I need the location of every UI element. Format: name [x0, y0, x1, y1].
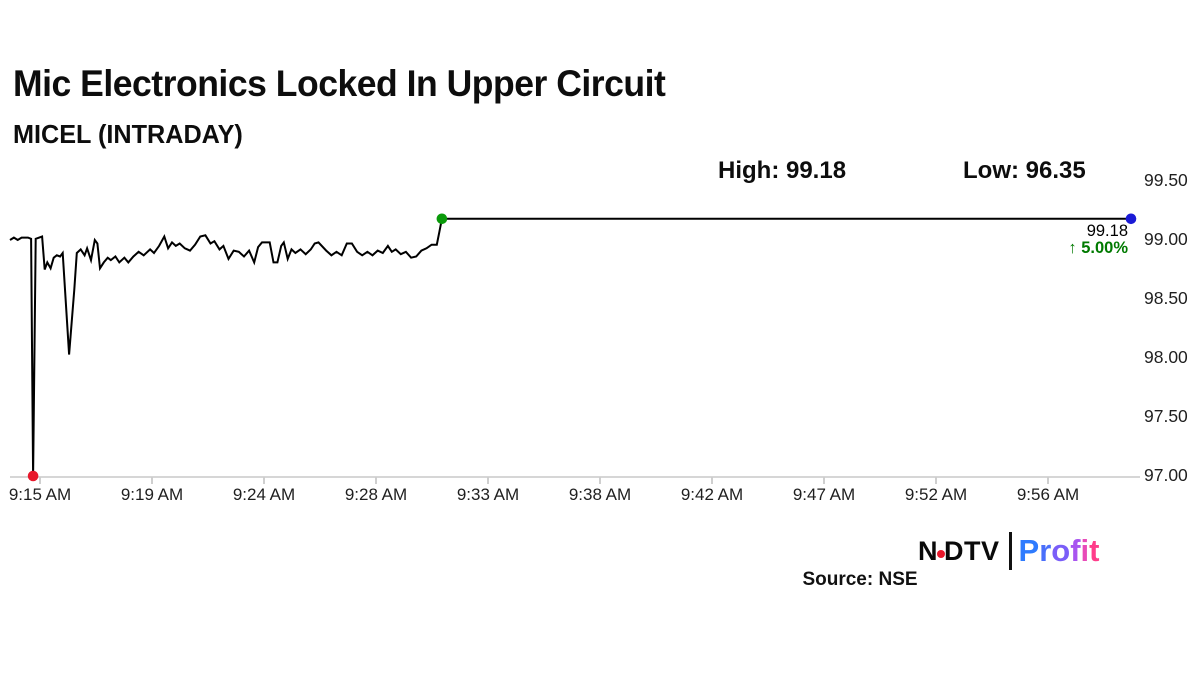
x-axis-label: 9:19 AM: [120, 485, 184, 504]
last-price-label: 99.18: [1086, 222, 1128, 240]
profit-letter: r: [1039, 533, 1052, 568]
ndtv-wordmark: N DTV: [918, 536, 1000, 567]
profit-letter: i: [1080, 533, 1090, 568]
x-axis-label: 9:52 AM: [904, 485, 968, 504]
high-value-label: High: 99.18: [718, 157, 847, 184]
logo-separator-bar: [1008, 532, 1012, 570]
profit-letter: f: [1070, 533, 1081, 568]
x-axis-label: 9:24 AM: [232, 485, 296, 504]
source-label: Source: NSE: [802, 569, 918, 590]
x-axis-label: 9:38 AM: [568, 485, 632, 504]
y-axis-label: 97.50: [1144, 406, 1188, 426]
y-axis-label: 98.50: [1144, 288, 1188, 308]
low-marker: [27, 470, 39, 482]
ndtv-red-dot-icon: [937, 550, 945, 558]
chart-subtitle: MICEL (INTRADAY): [13, 119, 243, 149]
x-axis-label: 9:15 AM: [8, 485, 72, 504]
x-axis-label: 9:47 AM: [792, 485, 856, 504]
price-line: [9, 217, 1131, 477]
x-axis-label: 9:28 AM: [344, 485, 408, 504]
x-axis-label: 9:33 AM: [456, 485, 520, 504]
x-axis-label: 9:56 AM: [1016, 485, 1080, 504]
profit-letter: P: [1018, 533, 1040, 568]
last-price-marker: [1125, 213, 1137, 225]
page-title: Mic Electronics Locked In Upper Circuit: [13, 63, 666, 104]
profit-letter: t: [1089, 533, 1100, 568]
y-axis-label: 97.00: [1144, 465, 1188, 485]
low-value-label: Low: 96.35: [963, 157, 1086, 184]
ndtv-letters-dtv: DTV: [944, 535, 1000, 566]
y-axis-label: 98.00: [1144, 347, 1188, 367]
circuit-lock-marker: [436, 213, 448, 225]
profit-letter: o: [1051, 533, 1071, 568]
change-percent-label: ↑ 5.00%: [1068, 239, 1128, 257]
y-axis-label: 99.50: [1144, 170, 1188, 190]
x-axis-label: 9:42 AM: [680, 485, 744, 504]
y-axis-label: 99.00: [1144, 229, 1188, 249]
ndtv-letter-n: N: [918, 535, 938, 566]
